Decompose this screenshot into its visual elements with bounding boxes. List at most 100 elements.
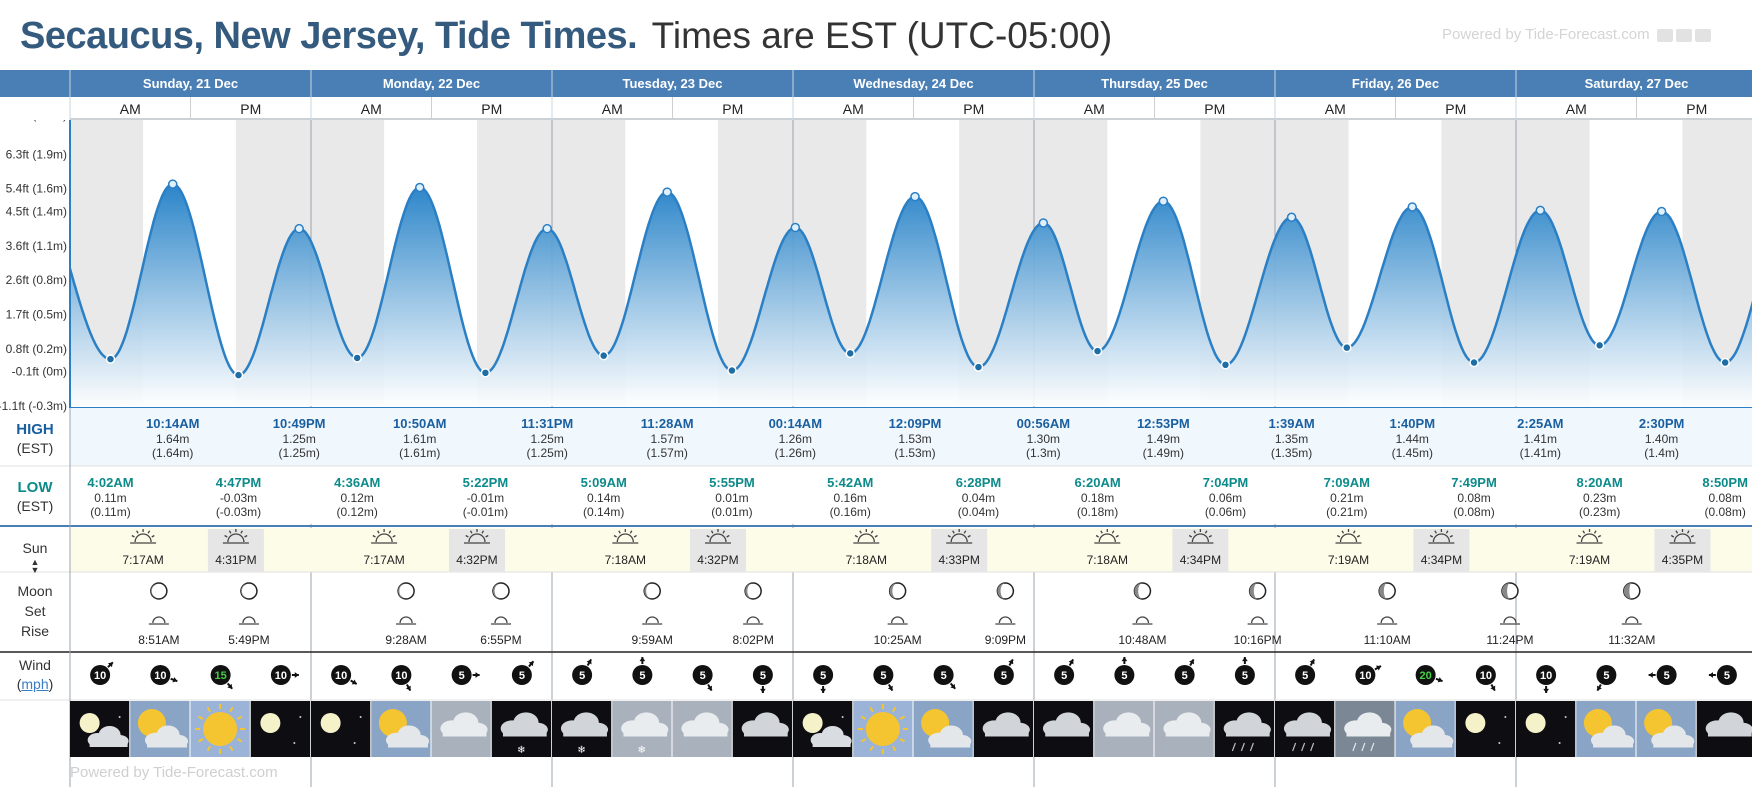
wind-indicator: 5 [993,658,1014,685]
badge-icon [1675,28,1692,42]
moon-time: 8:02PM [732,633,773,647]
low-tide-height: 0.12m [341,491,374,505]
wind-speed: 5 [1182,670,1188,682]
moonrise-icon [1132,616,1153,625]
wind-indicator: 5 [1708,665,1737,685]
sun-row-bg [70,528,1752,572]
low-tide-height-alt: (0.01m) [711,505,752,519]
wind-indicator: 5 [1054,658,1075,685]
weather-sun-cloud-icon [1395,701,1455,757]
high-tide-height: 1.61m [403,432,436,446]
weather-night-clear-icon [1516,701,1576,757]
sunset-cell [448,529,505,572]
weather-night-cloud-icon [1696,701,1752,757]
high-tide-time: 10:14AM [146,416,199,431]
sunset-cell [207,529,264,572]
high-tide-height-alt: (1.4m) [1644,446,1679,460]
moon-time: 11:10AM [1364,633,1411,647]
wind-speed: 10 [1540,670,1552,682]
low-tide-point [233,370,244,380]
sunset-icon [222,529,249,544]
low-tide-height: 0.08m [1457,491,1490,505]
high-tide-time: 10:50AM [393,416,446,431]
wind-unit-link[interactable]: mph [21,676,49,692]
moon-phase-icon [397,582,415,600]
high-tide-height-alt: (1.35m) [1271,446,1312,460]
low-tide-height: 0.23m [1583,491,1616,505]
sunset-time: 4:34PM [1421,553,1462,567]
high-tide-height: 1.35m [1275,432,1308,446]
moon-phase-icon [744,582,762,600]
wind-speed: 5 [1061,670,1067,682]
low-tide-point [105,354,116,364]
weather-overcast-icon [1154,701,1214,757]
wind-speed: 5 [1242,670,1248,682]
low-tide-point [727,365,737,376]
moonrise-icon [1499,616,1520,625]
low-tide-height: 0.04m [962,491,995,505]
moon-phase-icon [643,582,661,600]
wind-speed: 5 [1001,670,1007,682]
page-title: Secaucus, New Jersey, Tide Times. Times … [20,8,1112,64]
wind-speed: 5 [639,670,645,682]
weather-night-snow-icon: ❄ [552,701,612,757]
wind-indicator: 5 [1648,665,1677,685]
day-label: Monday, 22 Dec [383,76,480,91]
moon-set-label: Set [24,603,46,619]
snowflake-icon: ❄ [577,745,585,756]
sunrise-time: 7:18AM [1087,553,1128,567]
moon-phase-icon [1248,582,1267,600]
powered-by-top[interactable]: Powered by Tide-Forecast.com [1442,26,1711,43]
y-tick-label: 1.7ft (0.5m) [6,307,67,321]
wind-indicator: 20 [1415,665,1443,685]
tide-points [105,179,1730,380]
high-tide-point [1407,202,1418,212]
high-tide-height: 1.25m [531,432,564,446]
wind-speed: 5 [579,670,585,682]
high-tide-height-alt: (1.41m) [1520,446,1561,460]
low-tide-time: 7:49PM [1451,475,1497,490]
location-title: Secaucus, New Jersey, Tide Times. [20,15,638,57]
sunset-icon [1669,529,1696,544]
moonrise-icon [887,616,908,625]
low-tide-point [598,350,609,361]
high-tide-point [1038,218,1049,228]
sunset-icon [1428,529,1455,544]
low-tide-time: 4:02AM [87,475,133,490]
high-tide-height-alt: (1.25m) [527,446,568,460]
wind-speed: 5 [459,670,465,682]
weather-night-cloud-icon [732,701,792,757]
sunset-cell [1654,529,1711,572]
high-tide-height: 1.26m [779,432,812,446]
moon-phase-icon [888,582,907,600]
moon-phase-icon [150,582,168,600]
weather-sun-cloud-icon [371,701,431,757]
wind-label: Wind [19,657,51,673]
high-tide-time: 2:25AM [1517,416,1563,431]
wind-indicator: 5 [1174,658,1195,685]
low-tide-time: 8:50PM [1702,475,1748,490]
y-tick-label: -1.1ft (-0.3m) [0,399,67,413]
wind-speed: 5 [941,670,947,682]
day-label: Tuesday, 23 Dec [623,76,723,91]
low-tide-time: 4:47PM [216,475,262,490]
sunrise-icon [612,529,639,544]
weather-night-clear-icon [250,701,310,757]
sunset-time: 4:35PM [1662,553,1703,567]
moon-time: 9:28AM [385,633,426,647]
moon-time: 8:51AM [138,633,179,647]
weather-night-clear-icon [311,701,371,757]
moonrise-icon [1621,616,1642,625]
weather-sun-cloud-icon [1636,701,1696,757]
high-tide-point [662,187,672,197]
high-tide-height-alt: (1.49m) [1143,446,1184,460]
low-tide-point [1720,357,1730,368]
wind-indicator: 5 [511,660,535,685]
high-tide-height: 1.41m [1524,432,1557,446]
sun-arrows-icon: ▲ ▼ [30,557,40,575]
wind-indicator: 10 [90,661,114,685]
wind-indicator: 5 [692,665,713,692]
day-label: Wednesday, 24 Dec [853,76,973,91]
wind-speed: 5 [700,670,706,682]
